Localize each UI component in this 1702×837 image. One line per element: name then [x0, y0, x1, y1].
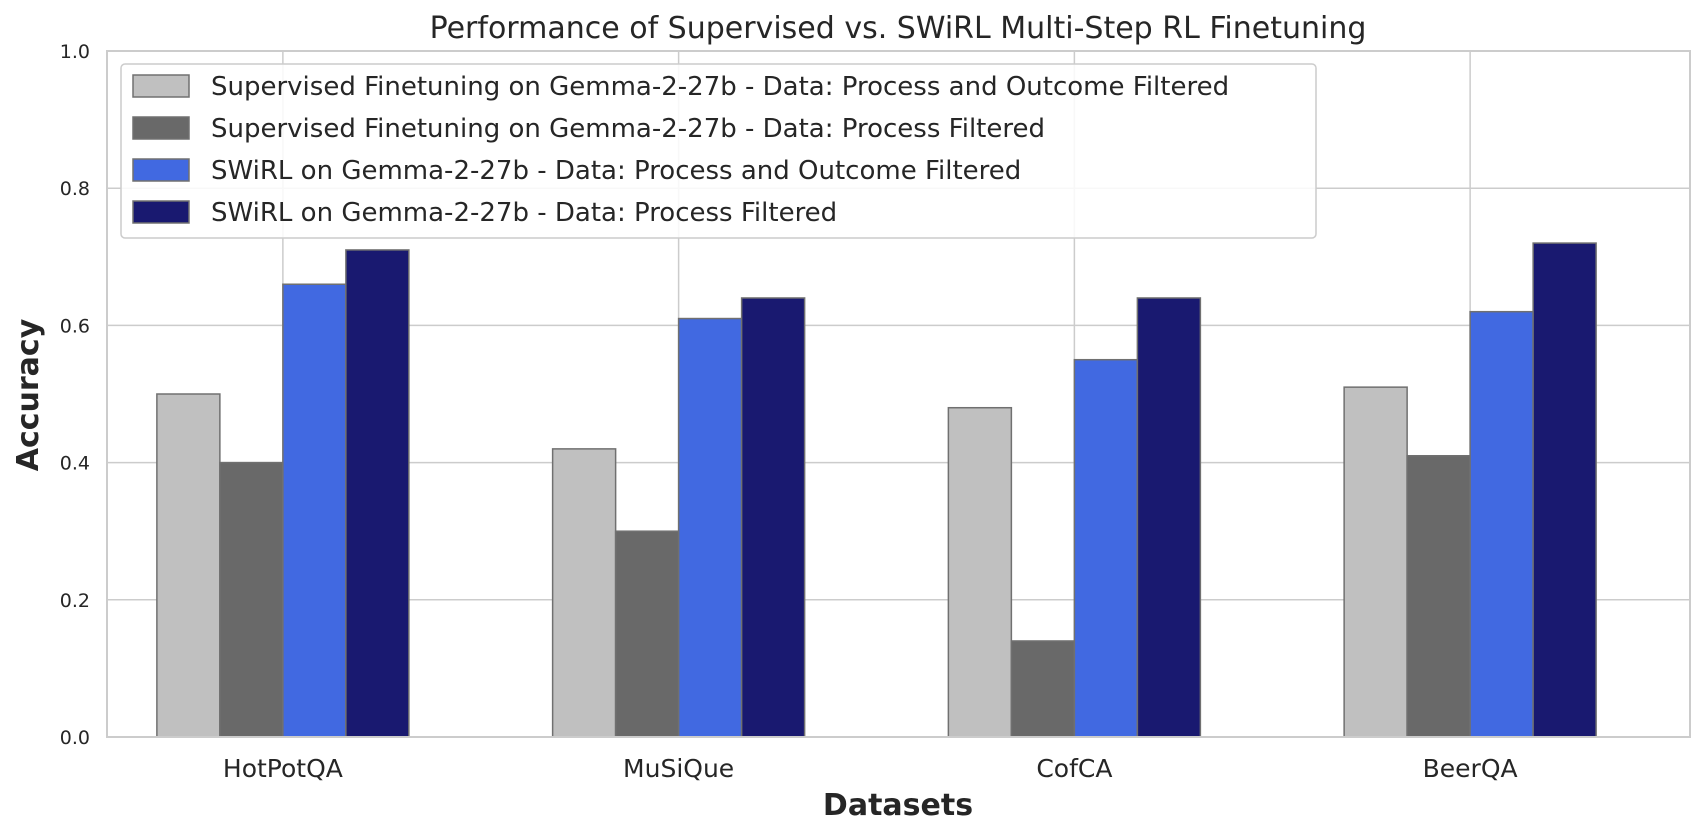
- bar-beerqa-series-2: [1406, 454, 1471, 738]
- legend-label: Supervised Finetuning on Gemma-2-27b - D…: [211, 114, 1045, 144]
- y-tick-label: 0.8: [60, 178, 90, 200]
- bar-hotpotqa-series-1: [156, 393, 221, 738]
- bar-musique-series-3: [677, 317, 743, 738]
- legend-label: SWiRL on Gemma-2-27b - Data: Process Fil…: [211, 198, 837, 228]
- x-tick-label: HotPotQA: [223, 754, 343, 783]
- x-tick-label: BeerQA: [1423, 754, 1518, 783]
- bar-cofca-series-4: [1136, 297, 1202, 738]
- x-tick-label: CofCA: [1036, 754, 1112, 783]
- bar-hotpotqa-series-3: [282, 283, 347, 738]
- bar-beerqa-series-4: [1532, 242, 1597, 738]
- y-tick-label: 1.0: [60, 41, 90, 63]
- bar-cofca-series-1: [947, 406, 1013, 738]
- bar-beerqa-series-1: [1343, 386, 1408, 738]
- bar-musique-series-2: [614, 530, 680, 738]
- y-axis-ticks: 0.0 0.2 0.4 0.6 0.8 1.0: [60, 41, 90, 749]
- bar-hotpotqa-series-2: [219, 461, 284, 738]
- legend-swatch: [132, 74, 190, 98]
- legend: Supervised Finetuning on Gemma-2-27b - D…: [120, 63, 1317, 239]
- y-tick-label: 0.6: [60, 315, 90, 337]
- y-tick-label: 0.0: [60, 727, 90, 749]
- bars-group: [156, 242, 1597, 738]
- legend-swatch: [132, 158, 190, 182]
- chart-title: Performance of Supervised vs. SWiRL Mult…: [430, 11, 1367, 46]
- x-tick-label: MuSiQue: [623, 754, 734, 783]
- legend-label: Supervised Finetuning on Gemma-2-27b - D…: [211, 72, 1229, 102]
- plot-frame: [106, 50, 1691, 738]
- bar-cofca-series-3: [1073, 358, 1139, 738]
- x-axis-ticks: HotPotQA MuSiQue CofCA BeerQA: [223, 754, 1518, 783]
- legend-swatch: [132, 116, 190, 140]
- bar-cofca-series-2: [1010, 640, 1076, 738]
- bar-beerqa-series-3: [1469, 310, 1534, 738]
- legend-swatch: [132, 200, 190, 224]
- bar-musique-series-1: [551, 448, 617, 738]
- bar-hotpotqa-series-4: [345, 249, 410, 738]
- y-axis-title: Accuracy: [11, 318, 46, 471]
- legend-label: SWiRL on Gemma-2-27b - Data: Process and…: [211, 156, 1021, 186]
- x-axis-title: Datasets: [823, 788, 973, 823]
- bar-musique-series-4: [740, 297, 806, 738]
- legend-box: [120, 63, 1317, 239]
- y-tick-label: 0.4: [60, 453, 90, 475]
- y-tick-label: 0.2: [60, 590, 90, 612]
